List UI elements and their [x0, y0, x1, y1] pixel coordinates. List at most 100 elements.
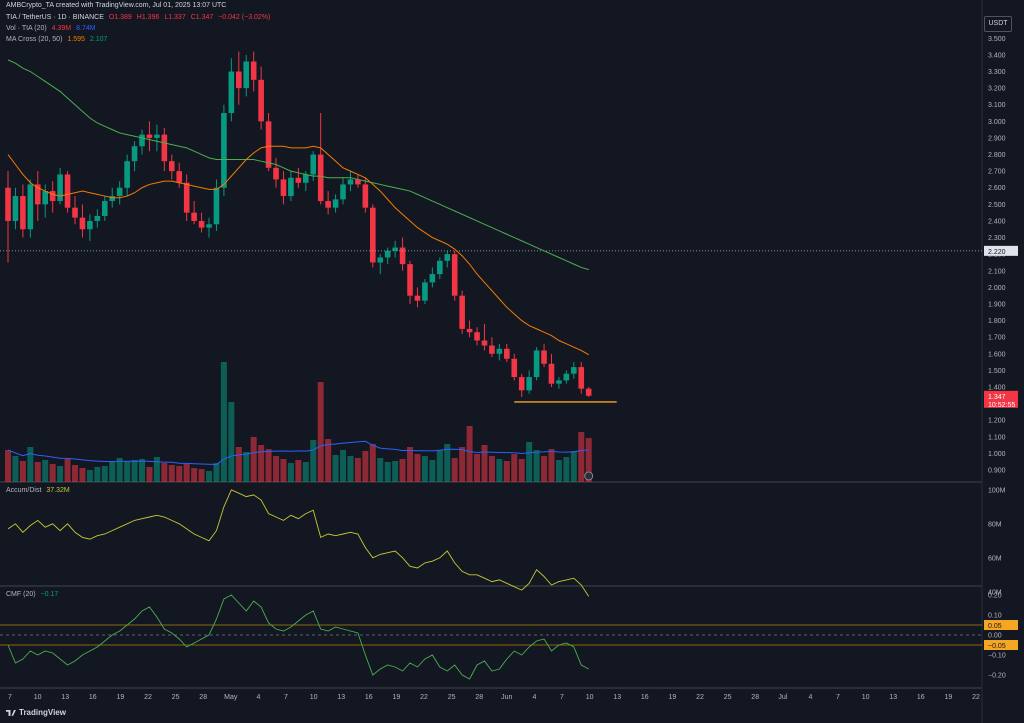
- cmf-legend[interactable]: CMF (20) −0.17: [6, 590, 61, 599]
- volume-bar: [139, 459, 146, 482]
- cmf-label: CMF (20): [6, 591, 36, 598]
- candle-body: [481, 340, 488, 346]
- volume-bar: [518, 459, 525, 482]
- volume-bars: [5, 362, 592, 482]
- cmf-line: [7, 594, 589, 680]
- candle-body: [198, 220, 205, 228]
- volume-bar: [34, 462, 41, 482]
- volume-bar: [488, 456, 495, 482]
- price-tick-label: 1.700: [988, 335, 1006, 342]
- time-tick-label: 28: [199, 694, 207, 701]
- volume-bar: [250, 437, 257, 482]
- accum-tick-label: 40M: [988, 589, 1002, 596]
- accum-tick-label: 80M: [988, 521, 1002, 528]
- candle-body: [161, 134, 168, 162]
- candle-body: [154, 134, 160, 138]
- currency-selector[interactable]: USDT: [984, 16, 1012, 32]
- ma-cross-legend[interactable]: MA Cross (20, 50) 1.595 2.107: [6, 35, 110, 44]
- price-tick-label: 1.500: [988, 368, 1006, 375]
- candle-body: [49, 191, 56, 202]
- candle-body: [548, 363, 555, 384]
- candle-body: [355, 179, 361, 185]
- symbol-name[interactable]: TIA / TetherUS · 1D · BINANCE: [6, 14, 104, 21]
- candle-body: [563, 373, 570, 381]
- volume-bar: [94, 467, 101, 482]
- time-tick-label: 13: [61, 694, 69, 701]
- candle-body: [72, 207, 78, 218]
- volume-bar: [12, 456, 19, 482]
- candle-body: [585, 388, 592, 396]
- cmf-tick-label: 0.20: [988, 593, 1002, 600]
- volume-legend[interactable]: Vol · TIA (20) 4.39M 8.74M: [6, 24, 99, 33]
- candle-body: [556, 380, 562, 384]
- price-tick-label: 1.200: [988, 418, 1006, 425]
- candle-body: [541, 350, 547, 364]
- volume-bar: [555, 460, 562, 482]
- candle-body: [139, 134, 145, 147]
- candle-body: [12, 196, 19, 221]
- volume-ma-line: [7, 440, 589, 465]
- last-price-label-text: 10:52:55: [988, 402, 1015, 409]
- accum-legend[interactable]: Accum/Dist 37.32M: [6, 486, 73, 495]
- volume-bar: [317, 382, 324, 482]
- time-tick-label: 7: [8, 694, 12, 701]
- candle-body: [280, 179, 287, 197]
- price-tick-label: 2.600: [988, 185, 1006, 192]
- time-tick-label: 16: [89, 694, 97, 701]
- candle-body: [87, 220, 93, 230]
- ma20-value: 1.595: [67, 36, 85, 43]
- cmf-axis: 0.20 0.10 0.00 −0.10 −0.20: [988, 593, 1006, 680]
- volume-bar: [287, 463, 294, 482]
- volume-bar: [466, 426, 473, 482]
- candle-body: [489, 345, 495, 354]
- volume-bar: [57, 466, 64, 482]
- volume-bar: [109, 462, 116, 482]
- volume-bar: [79, 468, 86, 482]
- volume-bar: [86, 470, 93, 482]
- volume-bar: [377, 458, 384, 482]
- cmf-tick-label: −0.20: [988, 673, 1006, 680]
- candle-body: [183, 182, 190, 213]
- cmf-tick-label: 0.10: [988, 613, 1002, 620]
- brand-name: TradingView: [19, 708, 66, 717]
- volume-bar: [302, 462, 309, 482]
- volume-ma-value: 8.74M: [76, 25, 96, 32]
- candle-body: [288, 177, 294, 197]
- ohlc-open: O1.389: [108, 14, 132, 21]
- candle-body: [42, 191, 49, 205]
- time-tick-label: 16: [641, 694, 649, 701]
- candle-body: [101, 201, 108, 216]
- price-tick-label: 1.600: [988, 351, 1006, 358]
- volume-bar: [206, 471, 213, 482]
- candle-body: [451, 254, 458, 296]
- accum-label: Accum/Dist: [6, 487, 42, 494]
- candle-body: [332, 199, 339, 208]
- candle-body: [27, 184, 34, 230]
- volume-bar: [578, 432, 585, 482]
- candle-body: [422, 282, 428, 301]
- candle-body: [243, 61, 250, 89]
- volume-bar: [5, 450, 11, 482]
- price-tick-label: 2.500: [988, 202, 1006, 209]
- price-tick-label: 2.100: [988, 268, 1006, 275]
- time-tick-label: Jul: [778, 694, 787, 701]
- candle-body: [64, 174, 71, 208]
- volume-bar: [347, 456, 354, 482]
- hline-price-label-text: 2.220: [988, 249, 1006, 256]
- volume-bar: [161, 463, 168, 482]
- candle-body: [79, 217, 86, 230]
- candle-body: [377, 257, 384, 263]
- volume-bar: [511, 454, 518, 482]
- ohlc-high: H1.396: [136, 14, 160, 21]
- candle-body: [392, 247, 398, 251]
- time-tick-label: 19: [669, 694, 677, 701]
- candle-body: [437, 260, 443, 275]
- last-price-label-bg: [984, 390, 1018, 408]
- time-tick-label: May: [224, 694, 238, 701]
- candle-body: [571, 367, 577, 374]
- accum-dist-line: [7, 489, 590, 597]
- volume-bar: [131, 460, 138, 482]
- cmf-upper-label-bg: [984, 620, 1018, 630]
- time-tick-label: 4: [808, 694, 812, 701]
